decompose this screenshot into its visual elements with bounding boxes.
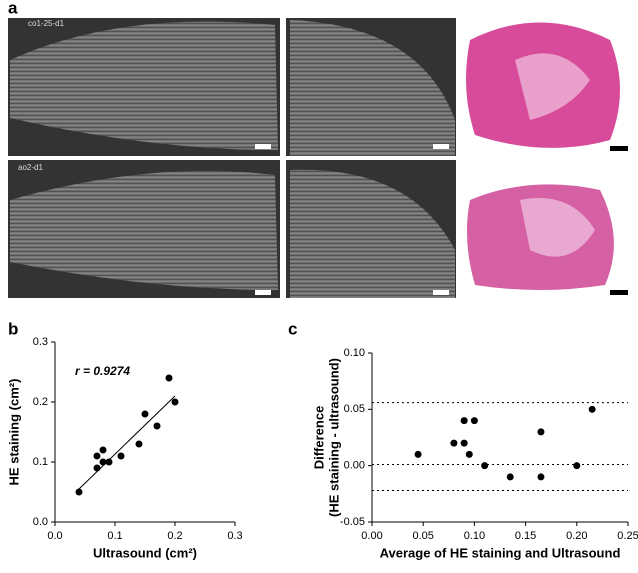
x-tick-label: 0.10 bbox=[464, 530, 485, 542]
y-tick-label: 0.0 bbox=[33, 516, 48, 528]
y-tick-label: -0.05 bbox=[340, 516, 365, 528]
y-axis-label: (HE staining - ultrasound) bbox=[326, 358, 341, 517]
x-tick-label: 0.00 bbox=[361, 530, 382, 542]
y-tick-label: 0.00 bbox=[344, 460, 365, 472]
point bbox=[573, 462, 581, 470]
point bbox=[141, 410, 149, 418]
point bbox=[105, 458, 113, 466]
image-tissue bbox=[10, 21, 278, 151]
image-tissue bbox=[290, 20, 455, 156]
x-axis-label: Ultrasound (cm²) bbox=[93, 545, 197, 560]
x-tick-label: 0.05 bbox=[412, 530, 433, 542]
point bbox=[99, 446, 107, 454]
scale-bar bbox=[610, 146, 628, 151]
panel-label: c bbox=[288, 319, 297, 338]
x-tick-label: 0.20 bbox=[566, 530, 587, 542]
point bbox=[537, 473, 545, 481]
scale-bar bbox=[433, 290, 449, 295]
ultrasound-images: co1-25-d1 ao2-d1 bbox=[8, 18, 456, 298]
point bbox=[135, 440, 143, 448]
x-tick-label: 0.1 bbox=[107, 530, 122, 542]
y-tick-label: 0.05 bbox=[344, 403, 365, 415]
x-axis-label: Average of HE staining and Ultrasound bbox=[380, 545, 621, 560]
y-tick-label: 0.3 bbox=[33, 336, 48, 348]
x-tick-label: 0.25 bbox=[617, 530, 638, 542]
image-label: ao2-d1 bbox=[18, 163, 43, 172]
panel-label: a bbox=[8, 0, 18, 17]
point bbox=[99, 458, 107, 466]
point bbox=[465, 450, 473, 458]
point bbox=[460, 439, 468, 447]
point bbox=[470, 417, 478, 425]
y-tick-label: 0.1 bbox=[33, 456, 48, 468]
scale-bar bbox=[255, 144, 271, 149]
scale-bar bbox=[433, 144, 449, 149]
point bbox=[93, 452, 101, 460]
point bbox=[481, 462, 489, 470]
point bbox=[165, 374, 173, 382]
x-tick-label: 0.2 bbox=[167, 530, 182, 542]
image-tissue bbox=[290, 169, 455, 298]
point bbox=[171, 398, 179, 406]
point bbox=[588, 405, 596, 413]
panel-label: b bbox=[8, 319, 18, 338]
x-tick-label: 0.15 bbox=[515, 530, 536, 542]
fit-line bbox=[78, 395, 176, 490]
point bbox=[153, 422, 161, 430]
image-label: co1-25-d1 bbox=[28, 19, 65, 28]
histology-images bbox=[466, 22, 628, 295]
point bbox=[537, 428, 545, 436]
x-tick-label: 0.3 bbox=[227, 530, 242, 542]
y-tick-label: 0.2 bbox=[33, 396, 48, 408]
scale-bar bbox=[255, 290, 271, 295]
y-axis-label: HE staining (cm²) bbox=[6, 379, 21, 486]
point bbox=[460, 417, 468, 425]
he-region bbox=[515, 53, 590, 121]
he-region bbox=[520, 198, 595, 257]
scale-bar bbox=[610, 290, 628, 295]
point bbox=[450, 439, 458, 447]
y-axis-label: Difference bbox=[311, 406, 326, 470]
point bbox=[75, 488, 83, 496]
point bbox=[93, 464, 101, 472]
x-tick-label: 0.0 bbox=[47, 530, 62, 542]
point bbox=[414, 450, 422, 458]
point bbox=[506, 473, 514, 481]
point bbox=[117, 452, 125, 460]
image-tissue bbox=[10, 170, 278, 290]
annotation: r = 0.9274 bbox=[75, 364, 130, 378]
y-tick-label: 0.10 bbox=[344, 347, 365, 359]
